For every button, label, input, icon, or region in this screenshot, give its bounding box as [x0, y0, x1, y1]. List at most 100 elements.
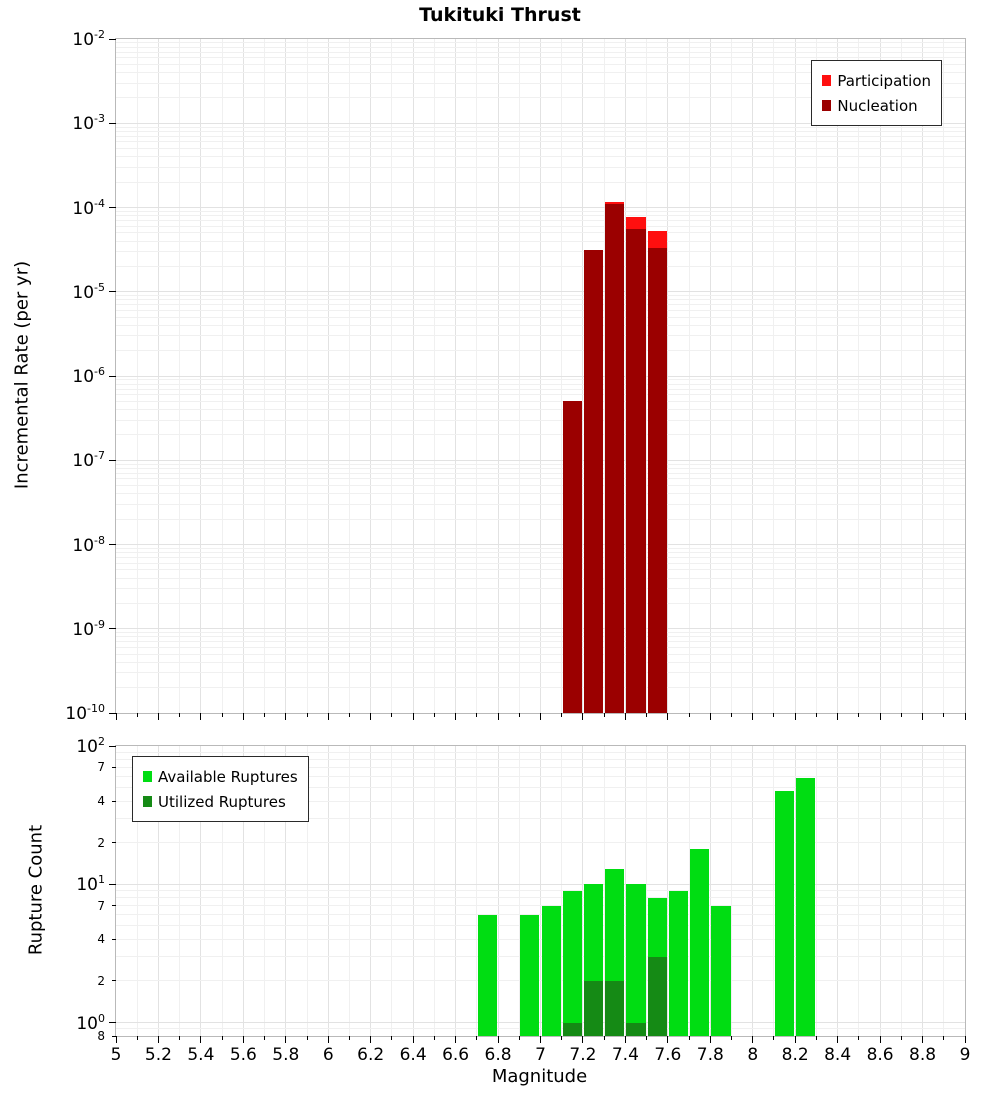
gridline [116, 459, 965, 461]
x-tick-mark [285, 1036, 287, 1043]
x-tick-mark [667, 713, 669, 720]
gridline [116, 335, 965, 337]
gridline [922, 746, 924, 1036]
gridline [285, 39, 287, 713]
gridline [116, 552, 965, 554]
gridline [116, 316, 965, 318]
gridline [348, 39, 350, 713]
x-tick-label: 6.6 [442, 1045, 470, 1065]
x-tick-label: 8.4 [824, 1045, 852, 1065]
y-tick-mark [109, 712, 116, 714]
gridline [116, 220, 965, 222]
gridline [116, 463, 965, 465]
x-minor-tick-mark [731, 1036, 733, 1040]
y-tick-label: 10-2 [72, 28, 105, 50]
x-minor-tick-mark [518, 713, 520, 717]
gridline [116, 232, 965, 234]
gridline [116, 148, 965, 150]
x-tick-mark [115, 1036, 117, 1043]
gridline [116, 215, 965, 217]
gridline [116, 42, 965, 44]
x-tick-mark [752, 1036, 754, 1043]
gridline [116, 588, 965, 590]
gridline [116, 467, 965, 469]
gridline [116, 842, 965, 844]
x-tick-mark [794, 1036, 796, 1043]
nucleation-bar [647, 248, 667, 713]
gridline [370, 39, 372, 713]
utilized-ruptures-bar [626, 1022, 646, 1036]
x-tick-mark [540, 1036, 541, 1043]
participation-swatch-icon [822, 75, 832, 86]
x-tick-mark [879, 713, 881, 720]
nucleation-swatch-icon [822, 100, 832, 111]
x-minor-tick-mark [348, 713, 350, 717]
gridline [242, 39, 244, 713]
available-ruptures-bar [562, 890, 582, 1036]
x-minor-tick-mark [476, 713, 478, 717]
gridline [412, 746, 414, 1036]
gridline [879, 746, 881, 1036]
x-tick-label: 6.2 [357, 1045, 385, 1065]
y-tick-label: 10-5 [72, 280, 105, 303]
gridline [116, 602, 965, 604]
y-tick-mark [109, 544, 116, 545]
x-minor-tick-mark [221, 713, 223, 717]
x-tick-mark [497, 713, 499, 720]
x-tick-label: 7 [535, 1045, 546, 1065]
gridline [116, 409, 965, 411]
gridline [116, 938, 965, 940]
gridline [837, 39, 839, 713]
gridline [116, 641, 965, 643]
x-axis-label: Magnitude [491, 1066, 588, 1087]
y-tick-mark [109, 291, 116, 293]
x-minor-tick-mark [773, 713, 775, 717]
y-tick-mark [112, 800, 116, 802]
gridline [116, 181, 965, 183]
legend-label-available-ruptures: Available Ruptures [158, 767, 298, 786]
x-tick-mark [582, 1036, 584, 1043]
gridline [773, 39, 775, 713]
gridline [116, 478, 965, 480]
gridline [264, 39, 266, 713]
x-minor-tick-mark [136, 1036, 138, 1040]
x-tick-mark [242, 1036, 244, 1043]
x-minor-tick-mark [179, 713, 181, 717]
gridline [412, 39, 414, 713]
x-tick-mark [667, 1036, 669, 1043]
x-tick-label: 7.6 [654, 1045, 682, 1065]
x-tick-label: 5.4 [187, 1045, 215, 1065]
x-minor-tick-mark [603, 713, 605, 717]
gridline [116, 636, 965, 638]
legend-label-participation: Participation [837, 71, 931, 90]
gridline [116, 577, 965, 579]
x-minor-tick-mark [136, 713, 138, 717]
rate-legend: Participation Nucleation [811, 60, 942, 126]
x-minor-tick-mark [603, 1036, 605, 1040]
available-ruptures-bar [796, 777, 816, 1036]
gridline [709, 39, 711, 713]
gridline [116, 980, 965, 982]
x-tick-mark [370, 1036, 372, 1043]
x-minor-tick-mark [688, 713, 690, 717]
x-minor-tick-mark [264, 1036, 266, 1040]
gridline [116, 653, 965, 655]
y-tick-mark [112, 905, 116, 907]
x-tick-mark [242, 713, 244, 720]
gridline [116, 299, 965, 301]
utilized-ruptures-bar [583, 980, 604, 1036]
gridline [455, 746, 457, 1036]
rate-plot: 10-2 10-3 10-4 10-5 10-6 10-7 10-8 10-9 10-10 [65, 28, 966, 724]
gridline [116, 130, 965, 132]
y-tick-label: 10-4 [72, 196, 105, 219]
y-tick-label: 100 [76, 1011, 105, 1034]
x-tick-label: 8.2 [781, 1045, 809, 1065]
y-axis-label-count: Rupture Count [25, 824, 47, 956]
chart-title: Tukituki Thrust [419, 4, 581, 26]
y-tick-mark [112, 980, 116, 982]
gridline [116, 661, 965, 663]
y-tick-mark [109, 745, 116, 747]
gridline [455, 39, 457, 713]
x-tick-label: 6.8 [484, 1045, 512, 1065]
